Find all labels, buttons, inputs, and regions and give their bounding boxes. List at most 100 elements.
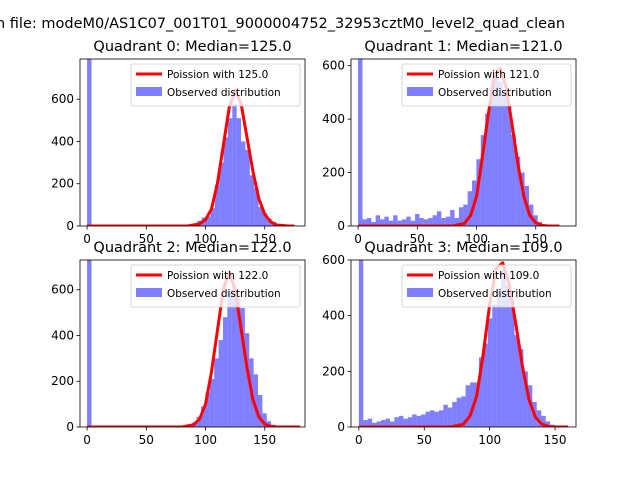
plot-area-2 <box>87 260 301 427</box>
hist-bar <box>218 340 223 427</box>
legend-hist-label: Observed distribution <box>167 87 281 99</box>
hist-bar <box>515 156 521 226</box>
hist-bar <box>489 87 494 226</box>
y-tick-label: 600 <box>51 283 74 297</box>
subplot-3: 0 50 100 150 0 200 400 600 Quadrant 3: Median=10… <box>322 240 577 447</box>
hist-bar <box>430 410 435 427</box>
y-tick-label: 200 <box>51 374 74 388</box>
legend-box <box>130 264 301 308</box>
hist-bar <box>376 421 382 427</box>
legend-hist-label: Observed distribution <box>167 288 281 300</box>
subplot-0: 0 50 100 150 0 200 400 600 Quadrant 0: Median=12… <box>51 39 306 246</box>
x-tick-label: 100 <box>194 433 217 447</box>
hist-bar <box>372 422 377 427</box>
hist-bar <box>214 184 220 226</box>
hist-bar <box>441 217 446 226</box>
hist-bar <box>385 418 390 427</box>
y-tick-label: 400 <box>51 134 74 148</box>
hist-bar <box>452 401 457 427</box>
hist-bar <box>231 287 237 427</box>
hist-bar <box>384 216 389 226</box>
hist-bar <box>510 298 515 427</box>
hist-bar <box>258 206 263 226</box>
legend: Poission with 125.0 Observed distribution <box>130 63 301 107</box>
hist-bar <box>196 416 202 427</box>
y-tick-label: 600 <box>51 92 74 106</box>
hist-bar <box>415 213 420 226</box>
legend-hist-swatch <box>407 87 433 96</box>
subplot-title: Quadrant 2: Median=122.0 <box>93 240 291 256</box>
subplot-title: Quadrant 1: Median=121.0 <box>364 39 562 55</box>
legend-hist-label: Observed distribution <box>438 87 552 99</box>
y-tick-label: 600 <box>322 59 345 73</box>
hist-bar <box>209 378 215 427</box>
x-tick-label: 0 <box>83 433 91 447</box>
hist-bar <box>445 216 451 226</box>
hist-bar <box>254 187 259 226</box>
hist-bar <box>480 135 486 226</box>
hist-bar <box>210 208 215 226</box>
y-tick-label: 600 <box>322 253 345 267</box>
hist-bar <box>467 191 473 226</box>
hist-bar <box>389 421 395 427</box>
legend-hist-swatch <box>136 87 162 96</box>
hist-bar <box>257 394 263 427</box>
axes-root: 0 50 100 150 0 200 400 600 Quadrant 0: Median=12… <box>51 39 577 447</box>
hist-bar <box>403 418 408 427</box>
x-tick-label: 100 <box>465 232 488 246</box>
hist-bar <box>428 217 433 226</box>
axes-frame <box>79 259 306 428</box>
y-tick-label: 0 <box>66 219 74 233</box>
hist-bar <box>416 415 422 427</box>
hist-bar <box>227 118 233 226</box>
hist-bar-zero <box>358 260 364 427</box>
subplot-title: Quadrant 0: Median=125.0 <box>93 39 291 55</box>
hist-bar <box>423 219 429 226</box>
subplot-2: 0 50 100 150 0 200 400 600 Quadrant 2: Median=12… <box>51 240 306 447</box>
hist-bar <box>227 289 232 427</box>
hist-bar <box>450 209 455 226</box>
x-tick-label: 0 <box>83 232 91 246</box>
y-tick-label: 400 <box>322 112 345 126</box>
hist-bar <box>363 420 368 427</box>
hist-bar <box>463 204 468 226</box>
hist-bar <box>545 421 551 427</box>
hist-bar <box>253 374 258 427</box>
hist-bar <box>541 415 546 427</box>
legend: Poission with 122.0 Observed distribution <box>130 264 301 308</box>
hist-bar <box>362 219 367 226</box>
hist-bar <box>498 81 503 226</box>
hist-bar <box>206 216 211 226</box>
hist-bar <box>222 317 228 427</box>
legend-fit-label: Poission with 109.0 <box>438 270 539 282</box>
legend-box <box>401 264 572 308</box>
hist-bar <box>407 417 413 427</box>
y-tick-label: 0 <box>337 420 345 434</box>
hist-bar <box>201 406 206 427</box>
hist-bar <box>262 413 267 427</box>
y-tick-label: 400 <box>51 328 74 342</box>
hist-bar <box>406 216 411 226</box>
hist-bar <box>240 308 245 427</box>
hist-bar <box>507 105 512 226</box>
y-tick-label: 0 <box>337 219 345 233</box>
hist-bar <box>485 113 490 226</box>
fit-line <box>87 89 295 226</box>
hist-bar <box>366 217 372 226</box>
legend-hist-swatch <box>407 288 433 297</box>
hist-bar <box>511 135 516 226</box>
axes-frame <box>350 259 577 428</box>
x-tick-label: 150 <box>253 433 276 447</box>
axes-frame <box>350 58 577 227</box>
x-tick-label: 150 <box>253 232 276 246</box>
legend-box <box>401 63 572 107</box>
subplot-1: 0 50 100 150 0 200 400 600 Quadrant 1: Median=12… <box>322 39 577 246</box>
y-tick-label: 200 <box>51 177 74 191</box>
x-tick-label: 150 <box>524 232 547 246</box>
hist-bar <box>375 215 381 226</box>
hist-bar-zero <box>358 59 363 226</box>
hist-bar <box>262 213 268 226</box>
hist-bar <box>412 414 417 427</box>
hist-bar <box>249 175 255 226</box>
